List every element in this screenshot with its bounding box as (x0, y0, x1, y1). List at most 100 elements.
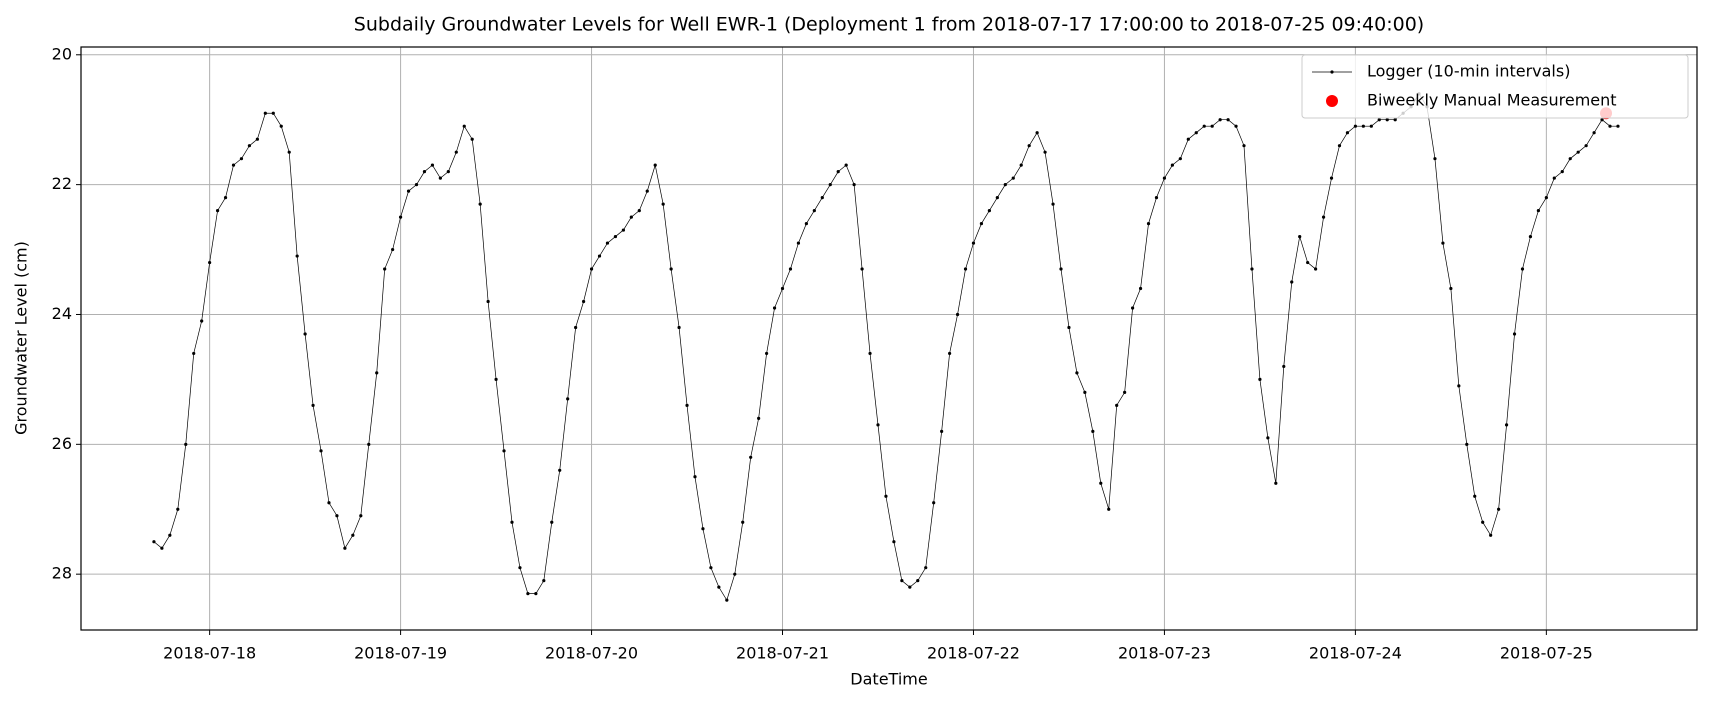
data-point (327, 501, 331, 505)
data-point (263, 111, 267, 115)
data-point (542, 579, 546, 583)
data-point (1393, 118, 1397, 122)
data-point (287, 150, 291, 154)
x-tick-label: 2018-07-21 (736, 644, 829, 663)
data-point (375, 371, 379, 375)
legend-box (1301, 54, 1689, 119)
data-point (733, 572, 737, 576)
data-point (1536, 209, 1540, 213)
data-point (422, 170, 427, 174)
x-tick-label: 2018-07-25 (1500, 644, 1593, 663)
data-point (343, 546, 347, 550)
data-point (1266, 436, 1270, 440)
data-point (1457, 384, 1461, 388)
data-point (852, 183, 856, 187)
data-point (295, 254, 299, 258)
data-point (335, 514, 339, 518)
data-point (725, 598, 729, 602)
data-point (1075, 371, 1079, 375)
data-point (892, 540, 896, 544)
data-point (1361, 124, 1365, 128)
data-point (1520, 267, 1525, 271)
data-point (239, 157, 244, 161)
data-point (566, 397, 570, 401)
data-point (637, 209, 641, 213)
data-point (629, 215, 633, 219)
data-point (613, 234, 618, 239)
data-point (971, 241, 976, 245)
data-point (1051, 202, 1055, 206)
legend-label: Biweekly Manual Measurement (1367, 91, 1617, 110)
x-tick-label: 2018-07-18 (163, 644, 256, 663)
data-point (653, 163, 657, 167)
data-point (932, 501, 936, 505)
data-point (955, 312, 960, 317)
data-point (462, 124, 466, 128)
data-point (406, 189, 411, 193)
data-point (1512, 332, 1517, 336)
data-point (868, 351, 872, 356)
y-tick-label: 26 (52, 434, 72, 453)
data-point (1067, 325, 1071, 330)
data-point (804, 221, 808, 226)
data-point (1234, 124, 1238, 128)
data-point (948, 351, 952, 356)
y-tick-label: 28 (52, 564, 72, 583)
data-point (645, 189, 649, 193)
data-point (446, 170, 450, 174)
data-point (860, 267, 864, 271)
data-point (192, 351, 196, 356)
data-point (1019, 163, 1023, 167)
data-point (574, 325, 578, 330)
data-point (1138, 286, 1143, 291)
data-point (1226, 118, 1230, 122)
data-point (1131, 306, 1135, 310)
data-point (1329, 176, 1334, 180)
data-point (1107, 507, 1111, 511)
data-point (1115, 403, 1119, 407)
y-tick-label: 22 (52, 174, 72, 193)
data-point (1178, 157, 1182, 161)
data-point (1576, 150, 1580, 154)
data-point (200, 319, 204, 323)
data-point (279, 124, 283, 128)
data-point (255, 137, 259, 141)
data-point (916, 579, 920, 583)
data-point (1146, 221, 1151, 226)
data-point (1369, 124, 1373, 128)
x-tick-label: 2018-07-24 (1309, 644, 1402, 663)
data-point (1154, 196, 1159, 200)
data-point (796, 241, 801, 245)
data-point (661, 202, 665, 206)
data-point (1274, 481, 1278, 485)
data-point (844, 163, 848, 167)
legend-label: Logger (10-min intervals) (1367, 62, 1570, 81)
data-point (1528, 234, 1533, 239)
data-point (1011, 176, 1015, 180)
data-point (215, 209, 220, 213)
data-point (359, 514, 363, 518)
data-point (1345, 131, 1350, 135)
data-point (979, 221, 984, 226)
data-point (1290, 280, 1294, 284)
data-point (1186, 137, 1190, 141)
data-point (1035, 131, 1039, 135)
data-point (1544, 196, 1548, 200)
data-point (526, 592, 530, 596)
plot-frame (80, 46, 1698, 631)
data-point (1170, 163, 1174, 167)
data-point (788, 267, 793, 271)
data-point (995, 196, 999, 200)
data-point (231, 163, 236, 167)
data-point (1123, 390, 1127, 394)
data-point (247, 144, 252, 148)
data-point (1337, 144, 1342, 148)
data-point (1027, 144, 1031, 148)
data-point (1600, 118, 1604, 122)
data-point (271, 111, 275, 115)
data-point (812, 209, 816, 213)
data-point (1242, 144, 1246, 148)
data-point (693, 475, 697, 479)
data-point (605, 241, 610, 245)
